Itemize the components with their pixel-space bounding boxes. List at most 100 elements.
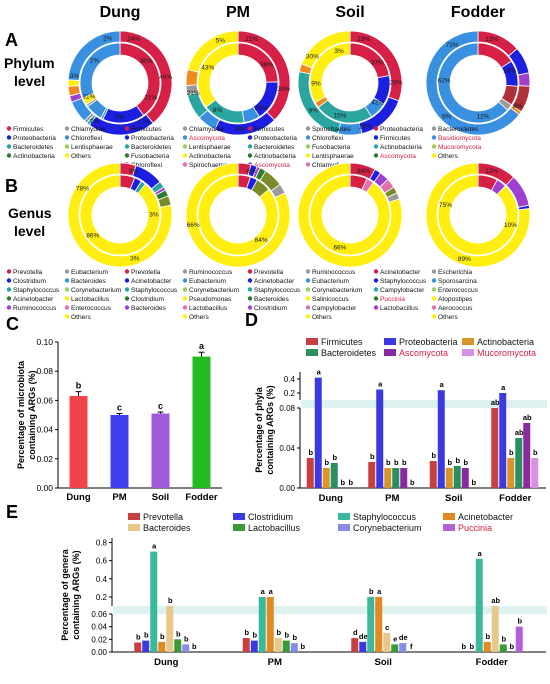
axis-break-band: [301, 400, 547, 408]
legend-dot: [182, 126, 188, 131]
bar: [491, 408, 499, 488]
sig-letter: b: [292, 633, 297, 642]
phylum-donuts: 24% 38% 40% 21% 17% 7% 7% 31% 3% 2% 2% Firmicutes Ch…: [6, 30, 531, 178]
column-title-soil: Soil: [335, 4, 364, 21]
row-label-genus: Genus: [8, 205, 52, 221]
inner-slice: [437, 42, 508, 124]
outer-slice: [185, 162, 291, 268]
slice-label: 15%: [333, 112, 346, 119]
legend-item: Staphylococcus: [254, 287, 301, 294]
bar: [515, 438, 523, 488]
outer-slice: [425, 30, 520, 136]
bar: [150, 551, 158, 652]
donut-pm: 21% 38% 30% 20% 6% 8% 21% 43% 5%: [185, 30, 291, 136]
bar: [507, 458, 515, 488]
legend-item: Pseudomonas: [189, 296, 232, 303]
sig-letter: c: [385, 623, 389, 632]
legend-dot: [305, 278, 311, 283]
slice-label: 21%: [245, 36, 258, 43]
legend-swatch: [128, 513, 140, 520]
bar: [166, 606, 174, 652]
slice-label: 3%: [334, 48, 344, 55]
sig-letter: b: [340, 478, 345, 487]
legend-dot: [373, 126, 379, 131]
slice-label: 24%: [127, 36, 140, 43]
legend-item: Chlamydiae: [71, 126, 106, 133]
x-tick-label: Dung: [154, 657, 178, 668]
y-tick-label: 0.02: [91, 635, 107, 644]
y-tick-label: 0.4: [284, 375, 296, 384]
legend-dot: [373, 144, 379, 149]
x-tick-label: Soil: [152, 492, 169, 503]
y-tick-label: 0.4: [96, 575, 108, 584]
row-label-phylum: Phylum: [4, 55, 55, 71]
x-tick-label: Fodder: [185, 492, 217, 503]
x-tick-label: PM: [385, 493, 399, 504]
legend-pm: Prevotella Ruminococcus Acinetobacter Eubac…: [124, 269, 240, 321]
legend-item: Acinetobacter: [254, 278, 295, 285]
legend-swatch: [233, 524, 245, 531]
slice-label: 3%: [70, 73, 80, 80]
donut-fodder: 12% 10% 89% 75%: [425, 162, 531, 268]
slice-label: 13%: [485, 36, 498, 43]
legend-item: Sporosarcina: [438, 278, 477, 285]
bar: [242, 638, 250, 652]
legend-swatch: [338, 524, 350, 531]
legend-dot: [182, 144, 188, 149]
legend-swatch: [233, 513, 245, 520]
y-tick-label: 0.00: [279, 484, 295, 493]
legend-dot: [373, 287, 379, 292]
bar: [330, 463, 338, 488]
sig-letter: d: [353, 628, 358, 637]
legend-dot: [373, 305, 379, 310]
legend-swatch: [128, 524, 140, 531]
slice-label: 12%: [477, 114, 490, 121]
slice-label: 23%: [357, 36, 370, 43]
sig-letter: b: [509, 448, 514, 457]
sig-letter: a: [317, 368, 322, 377]
legend-item: Fusobacteria: [312, 144, 350, 151]
legend-dot: [124, 305, 130, 310]
bar: [368, 462, 376, 488]
slice-label: 9%: [442, 114, 452, 121]
legend-item: Clostridium: [248, 512, 293, 522]
legend-dot: [64, 126, 70, 131]
sig-letter: b: [485, 632, 490, 641]
bar: [383, 633, 391, 652]
legend-dot: [305, 296, 311, 301]
legend-dot: [431, 126, 437, 131]
panel-letter-d: D: [245, 310, 258, 330]
y-tick-label: 0.00: [36, 483, 53, 493]
slice-label: 6%: [247, 168, 257, 175]
sig-letter: de: [359, 632, 368, 641]
bar: [391, 644, 399, 652]
legend-item: Acinetobacter: [131, 278, 172, 285]
bar: [182, 644, 190, 652]
legend-item: Proteobacteria: [254, 135, 297, 142]
legend-swatch: [443, 524, 455, 531]
slice-label: 9%: [311, 80, 321, 87]
legend-item: Firmicutes: [131, 126, 162, 133]
slice-label: 84%: [255, 237, 268, 244]
legend-item: Proteobacteria: [131, 135, 174, 142]
sig-letter: ab: [491, 398, 500, 407]
legend: Prevotella Clostridium Staphylococcus Acine…: [128, 512, 513, 533]
legend-item: Puccinia: [458, 523, 492, 533]
slice-label: 30%: [277, 86, 290, 93]
legend-dot: [6, 144, 12, 149]
panel-letter-a: A: [5, 30, 18, 50]
legend-item: Spirochaetes: [312, 126, 351, 133]
sig-letter: b: [308, 448, 313, 457]
legend-item: Ruminococcus: [189, 269, 233, 276]
legend-item: Ascomycota: [380, 153, 416, 160]
sig-letter: b: [509, 642, 514, 651]
legend-item: Prevotella: [131, 269, 161, 276]
legend-item: Chloroflexi: [71, 135, 103, 142]
sig-letter: b: [300, 642, 305, 651]
panel-letter-c: C: [6, 314, 19, 334]
legend-dot: [64, 314, 70, 319]
bar: [515, 626, 523, 652]
donut-soil: 84% 66%: [297, 162, 403, 268]
sig-letter: c: [158, 401, 163, 411]
x-tick-label: Fodder: [476, 657, 508, 668]
